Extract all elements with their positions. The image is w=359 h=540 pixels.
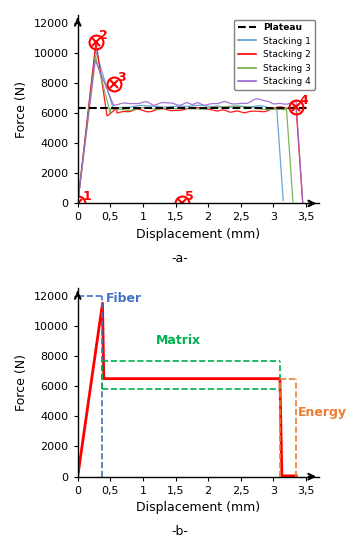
Text: 4: 4 (299, 94, 308, 107)
Text: -b-: -b- (171, 524, 188, 538)
X-axis label: Displacement (mm): Displacement (mm) (136, 228, 260, 241)
Y-axis label: Force (N): Force (N) (15, 354, 28, 411)
Text: 5: 5 (185, 191, 194, 204)
Text: 1: 1 (82, 191, 91, 204)
Legend: Plateau, Stacking 1, Stacking 2, Stacking 3, Stacking 4: Plateau, Stacking 1, Stacking 2, Stackin… (234, 19, 314, 90)
X-axis label: Displacement (mm): Displacement (mm) (136, 501, 260, 514)
Text: Energy: Energy (298, 406, 347, 420)
Text: 2: 2 (99, 29, 108, 42)
Text: Matrix: Matrix (156, 334, 201, 347)
Text: -a-: -a- (171, 252, 188, 265)
Text: 3: 3 (117, 71, 126, 84)
Y-axis label: Force (N): Force (N) (15, 80, 28, 138)
Text: Fiber: Fiber (106, 292, 142, 305)
